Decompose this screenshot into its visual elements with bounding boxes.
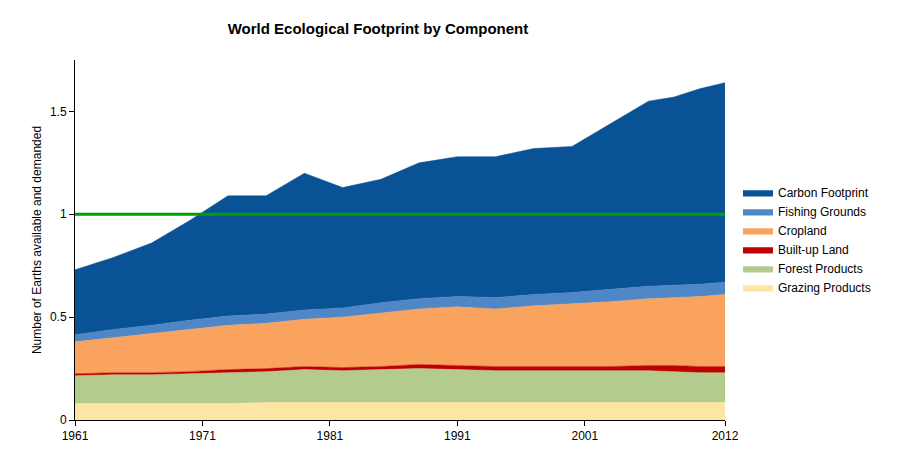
svg-text:1991: 1991 bbox=[444, 429, 471, 443]
svg-text:0.5: 0.5 bbox=[50, 310, 67, 324]
svg-text:World Ecological Footprint by: World Ecological Footprint by Component bbox=[228, 20, 529, 37]
svg-text:Number of Earths available and: Number of Earths available and demanded bbox=[30, 126, 44, 354]
svg-text:Fishing Grounds: Fishing Grounds bbox=[778, 205, 866, 219]
svg-text:Cropland: Cropland bbox=[778, 224, 827, 238]
svg-text:1961: 1961 bbox=[62, 429, 89, 443]
svg-text:2001: 2001 bbox=[571, 429, 598, 443]
svg-text:1971: 1971 bbox=[189, 429, 216, 443]
svg-text:Built-up Land: Built-up Land bbox=[778, 243, 849, 257]
svg-text:Grazing Products: Grazing Products bbox=[778, 281, 871, 295]
svg-text:Carbon Footprint: Carbon Footprint bbox=[778, 186, 869, 200]
svg-text:1.5: 1.5 bbox=[50, 105, 67, 119]
svg-text:Forest Products: Forest Products bbox=[778, 262, 863, 276]
svg-text:2012: 2012 bbox=[712, 429, 739, 443]
svg-text:1: 1 bbox=[60, 207, 67, 221]
svg-text:0: 0 bbox=[60, 413, 67, 427]
svg-text:1981: 1981 bbox=[317, 429, 344, 443]
